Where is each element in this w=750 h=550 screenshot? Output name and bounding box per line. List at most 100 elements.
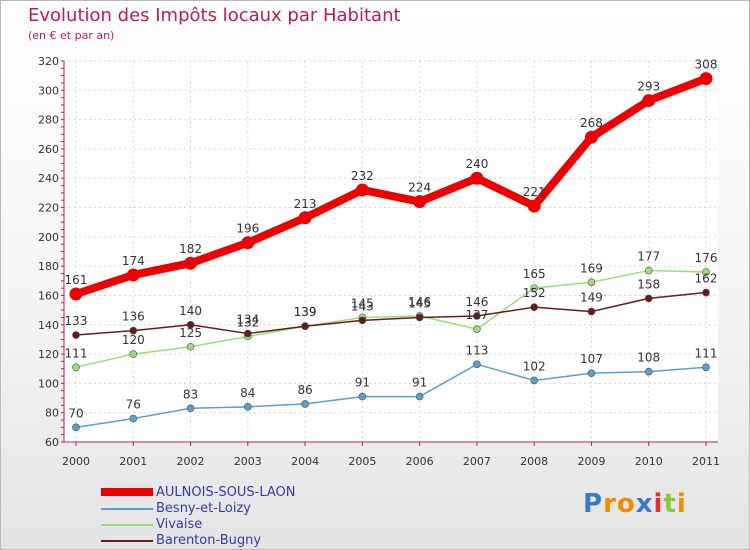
data-point-vivaise-2009 — [587, 278, 596, 287]
data-point-barenton-bugny-2006 — [415, 313, 424, 322]
data-label-vivaise-2004: 139 — [294, 305, 317, 319]
data-point-vivaise-2007 — [473, 325, 481, 333]
y-tick-label-240: 240 — [38, 172, 59, 185]
series-line-vivaise — [75, 269, 707, 369]
data-point-aulnois-sous-laon-2001 — [126, 268, 140, 282]
data-point-barenton-bugny-2004 — [301, 322, 309, 331]
data-label-barenton-bugny-2010: 158 — [637, 277, 660, 291]
data-label-aulnois-sous-laon-2010: 293 — [637, 80, 660, 94]
legend-label-besny: Besny-et-Loizy — [156, 501, 251, 516]
data-label-barenton-bugny-2008: 152 — [523, 286, 546, 300]
y-tick-label-160: 160 — [38, 289, 59, 302]
data-point-aulnois-sous-laon-2005 — [355, 183, 369, 197]
data-point-vivaise-2001 — [129, 350, 138, 358]
data-label-vivaise-2009: 169 — [580, 261, 603, 275]
y-tick-label-220: 220 — [38, 202, 59, 215]
legend-swatch-aulnois — [101, 488, 153, 496]
series-line-barenton-bugny — [75, 291, 707, 336]
legend-label-aulnois: AULNOIS-SOUS-LAON — [156, 485, 296, 500]
logo-letter: i — [676, 489, 687, 519]
data-point-besny-et-loizy-2003 — [244, 403, 252, 411]
x-tick-label-2010: 2010 — [635, 455, 663, 468]
data-label-aulnois-sous-laon-2008: 221 — [523, 185, 546, 199]
x-tick-label-2008: 2008 — [520, 455, 548, 468]
data-point-aulnois-sous-laon-2008 — [527, 199, 541, 213]
data-point-aulnois-sous-laon-2002 — [184, 256, 198, 270]
data-label-aulnois-sous-laon-2011: 308 — [695, 58, 718, 72]
data-point-barenton-bugny-2007 — [473, 312, 481, 320]
data-point-vivaise-2010 — [644, 266, 653, 275]
data-point-barenton-bugny-2011 — [702, 288, 710, 297]
data-point-besny-et-loizy-2011 — [702, 363, 710, 372]
data-point-besny-et-loizy-2006 — [415, 392, 424, 401]
data-point-aulnois-sous-laon-2009 — [584, 130, 598, 144]
legend-swatch-barenton — [101, 540, 153, 542]
data-point-vivaise-2000 — [72, 363, 80, 372]
y-tick-label-180: 180 — [38, 260, 59, 273]
data-point-besny-et-loizy-2008 — [530, 376, 538, 385]
x-tick-label-2003: 2003 — [234, 455, 262, 468]
y-tick-label-80: 80 — [45, 407, 59, 420]
data-label-vivaise-2007: 137 — [465, 308, 488, 322]
logo-letter: o — [616, 489, 636, 519]
data-label-besny-et-loizy-2002: 83 — [183, 387, 198, 401]
x-tick-label-2005: 2005 — [348, 455, 376, 468]
legend-swatch-besny — [101, 508, 153, 510]
data-label-besny-et-loizy-2000: 70 — [68, 406, 83, 420]
data-label-barenton-bugny-2003: 134 — [236, 313, 259, 327]
logo-letter: x — [635, 489, 654, 519]
data-point-barenton-bugny-2002 — [186, 320, 195, 329]
data-point-besny-et-loizy-2010 — [644, 367, 653, 376]
data-label-barenton-bugny-2009: 149 — [580, 291, 603, 305]
data-point-besny-et-loizy-2000 — [72, 423, 80, 432]
legend-label-vivaise: Vivaise — [156, 517, 203, 532]
data-point-besny-et-loizy-2004 — [301, 400, 309, 408]
y-tick-label-280: 280 — [38, 114, 59, 127]
y-tick-label-120: 120 — [38, 348, 59, 361]
x-tick-label-2006: 2006 — [406, 455, 434, 468]
data-point-besny-et-loizy-2007 — [473, 360, 481, 369]
data-label-aulnois-sous-laon-2009: 268 — [580, 116, 603, 130]
data-label-aulnois-sous-laon-2004: 213 — [294, 197, 317, 211]
data-point-barenton-bugny-2005 — [358, 316, 367, 325]
data-point-besny-et-loizy-2009 — [587, 369, 596, 377]
data-point-aulnois-sous-laon-2007 — [470, 171, 484, 185]
y-tick-label-200: 200 — [38, 231, 59, 244]
data-label-besny-et-loizy-2010: 108 — [637, 351, 660, 365]
logo-letter: i — [653, 489, 664, 519]
data-point-aulnois-sous-laon-2006 — [413, 195, 427, 209]
data-label-vivaise-2008: 165 — [523, 267, 546, 281]
x-tick-label-2009: 2009 — [577, 455, 605, 468]
data-label-besny-et-loizy-2011: 111 — [695, 346, 718, 360]
data-label-besny-et-loizy-2009: 107 — [580, 352, 603, 366]
data-point-barenton-bugny-2001 — [129, 326, 138, 335]
data-label-aulnois-sous-laon-2002: 182 — [179, 242, 202, 256]
x-tick-label-2001: 2001 — [119, 455, 147, 468]
data-point-besny-et-loizy-2005 — [358, 392, 367, 401]
data-point-barenton-bugny-2009 — [587, 307, 596, 316]
y-tick-label-300: 300 — [38, 84, 59, 97]
data-label-barenton-bugny-2007: 146 — [465, 295, 488, 309]
data-label-barenton-bugny-2011: 162 — [695, 272, 718, 286]
data-point-aulnois-sous-laon-2003 — [241, 236, 255, 250]
x-tick-label-2000: 2000 — [62, 455, 90, 468]
data-point-vivaise-2008 — [530, 284, 538, 292]
data-label-besny-et-loizy-2005: 91 — [355, 376, 370, 390]
data-label-barenton-bugny-2006: 145 — [408, 296, 431, 310]
y-tick-label-140: 140 — [38, 319, 59, 332]
data-label-vivaise-2001: 120 — [122, 333, 145, 347]
data-label-barenton-bugny-2001: 136 — [122, 310, 145, 324]
data-label-aulnois-sous-laon-2000: 161 — [65, 273, 88, 287]
data-point-besny-et-loizy-2002 — [186, 404, 195, 413]
data-label-barenton-bugny-2005: 143 — [351, 299, 374, 313]
data-label-aulnois-sous-laon-2003: 196 — [236, 222, 259, 236]
data-label-aulnois-sous-laon-2005: 232 — [351, 169, 374, 183]
series-line-besny-et-loizy — [75, 363, 707, 429]
legend-label-barenton: Barenton-Bugny — [156, 533, 262, 548]
data-point-vivaise-2011 — [702, 268, 710, 276]
logo-letter: t — [663, 489, 677, 519]
data-label-besny-et-loizy-2007: 113 — [465, 343, 488, 357]
data-label-besny-et-loizy-2004: 86 — [297, 383, 312, 397]
data-label-vivaise-2011: 176 — [695, 251, 718, 265]
